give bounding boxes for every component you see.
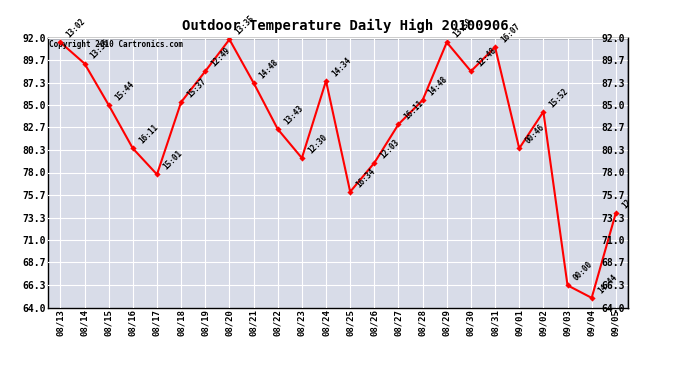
Text: 14:48: 14:48 bbox=[258, 57, 280, 80]
Point bbox=[200, 68, 211, 74]
Text: 13:59: 13:59 bbox=[451, 17, 473, 39]
Point bbox=[538, 109, 549, 115]
Text: 00:46: 00:46 bbox=[524, 123, 546, 146]
Text: 13:43: 13:43 bbox=[282, 104, 304, 126]
Text: 12:03: 12:03 bbox=[379, 137, 401, 160]
Point bbox=[586, 295, 598, 301]
Point bbox=[417, 97, 428, 103]
Text: Outdoor Temperature Daily High 20100906: Outdoor Temperature Daily High 20100906 bbox=[181, 19, 509, 33]
Text: 15:01: 15:01 bbox=[161, 149, 184, 172]
Point bbox=[490, 44, 501, 50]
Point bbox=[369, 160, 380, 166]
Point bbox=[345, 189, 356, 195]
Point bbox=[611, 210, 622, 216]
Point bbox=[562, 282, 573, 288]
Text: 12:25: 12:25 bbox=[620, 188, 642, 210]
Point bbox=[466, 68, 477, 74]
Text: 16:34: 16:34 bbox=[355, 166, 377, 189]
Text: 14:34: 14:34 bbox=[331, 56, 353, 78]
Point bbox=[321, 78, 332, 84]
Text: 16:07: 16:07 bbox=[500, 22, 522, 44]
Point bbox=[248, 80, 259, 86]
Point bbox=[224, 36, 235, 42]
Point bbox=[55, 39, 66, 45]
Point bbox=[273, 126, 284, 132]
Text: 00:00: 00:00 bbox=[572, 260, 594, 282]
Point bbox=[297, 155, 308, 161]
Text: 15:52: 15:52 bbox=[548, 86, 570, 109]
Text: 16:11: 16:11 bbox=[403, 99, 425, 122]
Point bbox=[104, 102, 115, 108]
Text: Copyright 2010 Cartronics.com: Copyright 2010 Cartronics.com bbox=[50, 40, 184, 49]
Text: 15:37: 15:37 bbox=[186, 76, 208, 99]
Point bbox=[514, 146, 525, 152]
Text: 15:44: 15:44 bbox=[113, 80, 135, 102]
Point bbox=[152, 171, 163, 177]
Text: 13:35: 13:35 bbox=[234, 14, 256, 37]
Text: 12:30: 12:30 bbox=[306, 132, 328, 155]
Text: 14:48: 14:48 bbox=[427, 75, 449, 98]
Text: 16:11: 16:11 bbox=[137, 123, 159, 146]
Point bbox=[442, 39, 453, 45]
Text: 13:36: 13:36 bbox=[89, 38, 111, 61]
Text: 12:49: 12:49 bbox=[210, 46, 232, 69]
Point bbox=[128, 146, 139, 152]
Point bbox=[176, 99, 187, 105]
Text: 14:44: 14:44 bbox=[596, 272, 618, 295]
Text: 12:48: 12:48 bbox=[475, 46, 497, 69]
Point bbox=[79, 60, 90, 66]
Point bbox=[393, 121, 404, 127]
Text: 13:02: 13:02 bbox=[65, 17, 87, 39]
